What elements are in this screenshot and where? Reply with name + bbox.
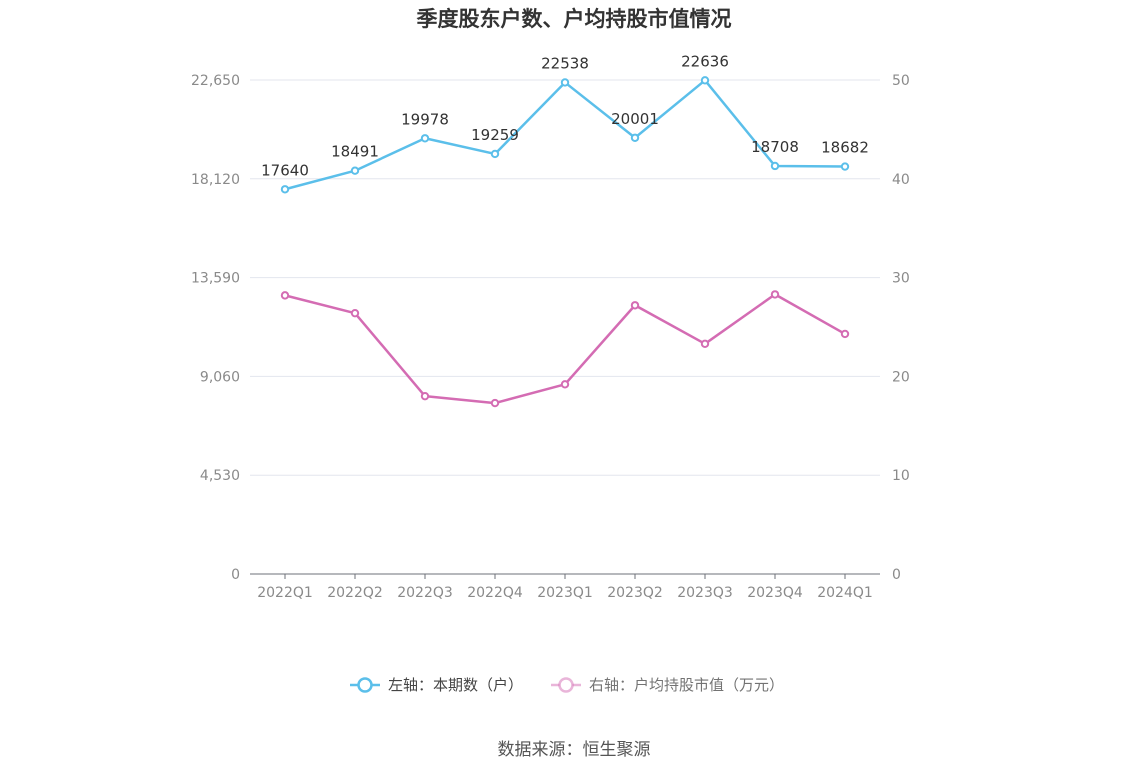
- right-axis-tick-label: 0: [892, 567, 901, 583]
- series-2-point[interactable]: [630, 301, 640, 310]
- data-label: 18682: [821, 139, 869, 157]
- data-label: 19259: [471, 126, 519, 144]
- left-axis-tick-label: 18,120: [191, 172, 240, 188]
- right-axis-tick-label: 40: [892, 172, 910, 188]
- legend-swatch-marker: [558, 677, 574, 693]
- right-axis-tick-label: 30: [892, 271, 910, 287]
- legend-item-1[interactable]: 左轴：本期数（户）: [350, 676, 523, 694]
- left-axis-tick-label: 0: [231, 567, 240, 583]
- x-axis-tick-label: 2023Q1: [537, 585, 593, 601]
- x-axis-tick-label: 2023Q3: [677, 585, 733, 601]
- series-2-point[interactable]: [770, 290, 780, 299]
- series-2-point[interactable]: [490, 398, 500, 408]
- data-label: 22538: [541, 54, 589, 72]
- series-2-point[interactable]: [700, 339, 710, 348]
- legend-item-2[interactable]: 右轴：户均持股市值（万元）: [551, 676, 784, 694]
- series-2-point[interactable]: [350, 308, 360, 318]
- right-axis-tick-label: 20: [892, 369, 910, 385]
- series-layer: [280, 76, 850, 408]
- series-2-point[interactable]: [840, 329, 850, 339]
- right-axis-tick-label: 50: [892, 73, 910, 89]
- right-axis-tick-label: 10: [892, 468, 910, 484]
- x-axis-tick-label: 2023Q2: [607, 585, 663, 601]
- left-axis-tick-label: 4,530: [200, 468, 240, 484]
- data-label: 18491: [331, 143, 379, 161]
- legend[interactable]: 左轴：本期数（户） 右轴：户均持股市值（万元）: [350, 676, 784, 694]
- series-1-point[interactable]: [630, 133, 640, 142]
- x-axis-tick-label: 2022Q4: [467, 585, 523, 601]
- legend-swatch-marker: [357, 677, 373, 693]
- data-label: 22636: [681, 52, 729, 70]
- series-2-point[interactable]: [280, 291, 290, 300]
- data-label: 18708: [751, 138, 799, 156]
- source-text: 数据来源：恒生聚源: [498, 740, 651, 760]
- series-1-point[interactable]: [350, 166, 360, 175]
- series-2-point[interactable]: [420, 391, 430, 401]
- series-2-point[interactable]: [560, 380, 570, 389]
- left-axis-tick-label: 22,650: [191, 73, 240, 89]
- x-axis-tick-label: 2022Q2: [327, 585, 383, 601]
- series-1-point[interactable]: [490, 149, 500, 159]
- series-1-point[interactable]: [700, 76, 710, 85]
- x-axis-tick-label: 2022Q1: [257, 585, 313, 601]
- series-1-point[interactable]: [560, 78, 570, 87]
- x-axis-tick-label: 2023Q4: [747, 585, 803, 601]
- x-axis-tick-label: 2022Q3: [397, 585, 453, 601]
- chart-title: 季度股东户数、户均持股市值情况: [417, 7, 732, 31]
- label-layer: 17640 18491 19978 19259 22538 20001 22636 18708…: [261, 52, 869, 179]
- data-label: 19978: [401, 110, 449, 128]
- series-1-point[interactable]: [420, 134, 430, 143]
- left-axis-tick-label: 13,590: [191, 271, 240, 287]
- legend-label: 右轴：户均持股市值（万元）: [589, 676, 784, 694]
- series-line-1: [284, 79, 846, 191]
- data-label: 20001: [611, 110, 659, 128]
- legend-label: 左轴：本期数（户）: [388, 676, 523, 694]
- axis-layer: 0 0 4,530 10 9,060 20 13,590 30 18,120 40 22,650 50…: [191, 73, 910, 601]
- series-1-point[interactable]: [840, 162, 850, 171]
- x-axis-tick-label: 2024Q1: [817, 585, 873, 601]
- series-1-point[interactable]: [280, 185, 290, 194]
- left-axis-tick-label: 9,060: [200, 369, 240, 385]
- series-1-point[interactable]: [770, 161, 780, 171]
- data-label: 17640: [261, 161, 309, 179]
